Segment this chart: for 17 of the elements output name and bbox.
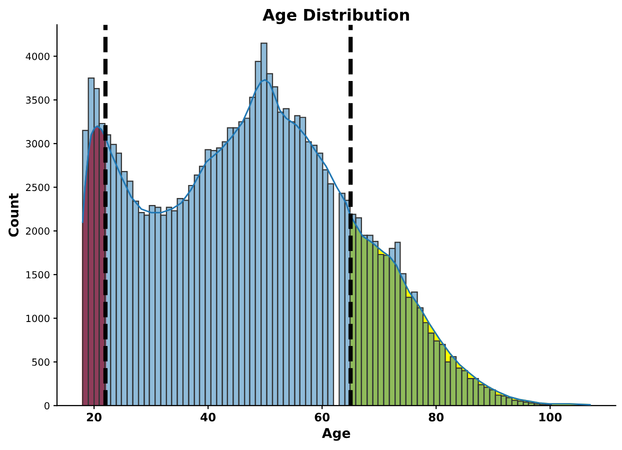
x-tick-label: 60: [314, 412, 330, 422]
y-tick-label: 2000: [26, 227, 50, 235]
x-tick-label: 20: [86, 412, 102, 422]
y-tick-label: 1000: [26, 314, 50, 322]
y-tick-label: 3500: [26, 96, 50, 104]
x-tick-label: 40: [200, 412, 216, 422]
y-tick-label: 2500: [26, 184, 50, 192]
y-tick-label: 4000: [26, 52, 50, 60]
x-tick-label: 80: [428, 412, 444, 422]
chart-title: Age Distribution: [262, 8, 409, 24]
y-tick-label: 500: [32, 358, 50, 366]
x-axis-title: Age: [322, 428, 350, 441]
y-tick-label: 3000: [26, 140, 50, 148]
x-tick-label: 100: [539, 412, 562, 422]
y-axis-title: Count: [8, 193, 19, 237]
y-tick-label: 1500: [26, 271, 50, 278]
y-tick-label: 0: [44, 402, 50, 410]
